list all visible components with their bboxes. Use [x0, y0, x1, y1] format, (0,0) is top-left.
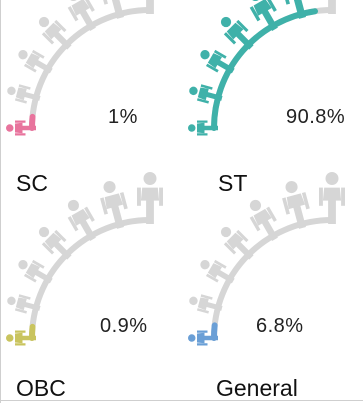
person-icon-sc-1	[7, 84, 41, 104]
person-icon-sc-6	[146, 0, 154, 14]
person-icon-obc-1	[7, 294, 41, 314]
panel-obc: 0.9% OBC	[0, 172, 181, 401]
person-icon-sc-4	[67, 0, 96, 31]
person-icon-obc-3	[38, 226, 72, 260]
person-icon-st-2	[200, 49, 235, 74]
person-icon-general-4	[249, 199, 278, 241]
category-label-obc: OBC	[16, 375, 66, 401]
panel-st: 90.8% ST	[182, 0, 363, 200]
person-icon-sc-0	[6, 120, 36, 136]
panel-sc: 1% SC	[0, 0, 181, 200]
category-label-st: ST	[218, 170, 248, 196]
person-icon-general-3	[220, 226, 254, 260]
person-icon-general-1	[189, 294, 223, 314]
category-label-sc: SC	[16, 170, 48, 196]
person-icon-general-0	[188, 330, 218, 346]
category-label-general: General	[216, 375, 298, 401]
person-icon-st-4	[249, 0, 278, 31]
person-icon-general-5	[282, 180, 310, 229]
people-arc-general	[188, 172, 345, 346]
person-icon-st-5	[282, 0, 306, 19]
value-label-obc: 0.9%	[100, 315, 148, 337]
person-icon-sc-2	[18, 49, 53, 74]
person-icon-obc-5	[100, 180, 128, 229]
person-icon-st-3	[220, 16, 254, 50]
person-icon-st-0	[188, 120, 218, 136]
arc-fill-st	[211, 8, 319, 131]
panel-general: 6.8% General	[182, 172, 363, 401]
person-icon-st-6	[328, 0, 336, 14]
person-icon-obc-2	[18, 259, 53, 284]
left-divider	[0, 0, 1, 403]
person-icon-sc-3	[38, 16, 72, 50]
people-arc-obc	[6, 172, 163, 346]
person-icon-obc-0	[6, 330, 36, 346]
people-arc-st	[188, 0, 336, 136]
person-icon-obc-6	[137, 172, 163, 224]
people-arc-sc	[6, 0, 154, 136]
value-label-general: 6.8%	[256, 315, 304, 337]
bottom-divider	[0, 400, 363, 401]
person-icon-st-1	[189, 84, 223, 104]
person-icon-obc-4	[67, 199, 96, 241]
value-label-sc: 1%	[108, 106, 138, 128]
person-icon-sc-5	[100, 0, 124, 19]
value-label-st: 90.8%	[286, 106, 346, 128]
person-icon-general-2	[200, 259, 235, 284]
person-icon-general-6	[319, 172, 345, 224]
